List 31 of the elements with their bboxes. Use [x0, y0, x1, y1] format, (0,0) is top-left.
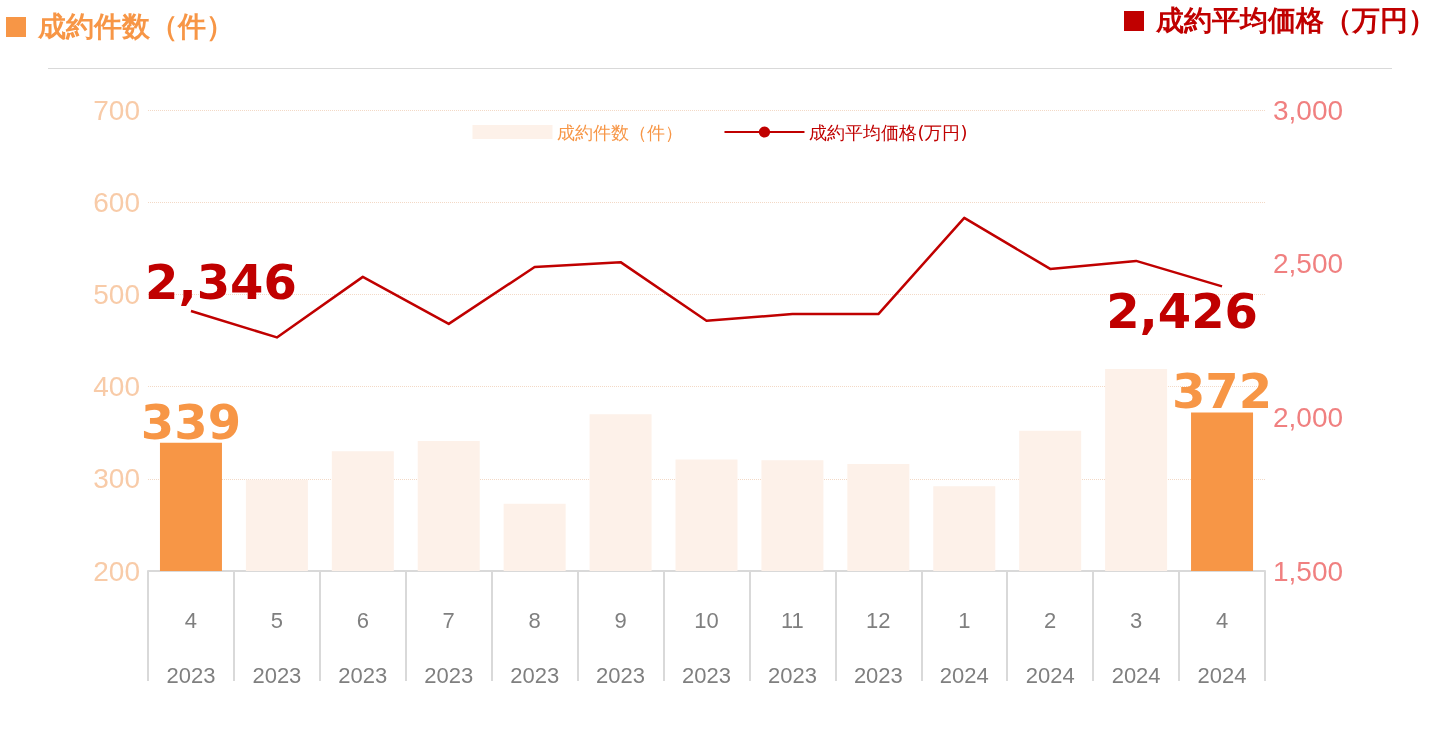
- legend-label: 成約件数（件）: [557, 121, 684, 143]
- category-label: 5 2023: [252, 608, 302, 688]
- y-tick-label: 600: [93, 186, 140, 218]
- category-label: 12 2023: [853, 608, 903, 688]
- y-tick-label: 500: [93, 278, 140, 310]
- y2-tick-label: 2,500: [1273, 248, 1344, 280]
- y-tick-label: 700: [93, 94, 140, 126]
- category-label: 9 2023: [596, 608, 646, 688]
- category-label: 7 2023: [424, 608, 474, 688]
- data-label: 2,346: [145, 254, 297, 310]
- data-label: 339: [140, 393, 242, 450]
- y2-axis-title: 成約平均価格（万円）: [1156, 3, 1436, 39]
- category-label: 6 2023: [338, 608, 388, 688]
- category-label: 1 2024: [939, 608, 989, 688]
- category-label: 10 2023: [682, 608, 731, 688]
- category-label: 3 2024: [1111, 608, 1161, 688]
- y-tick-label: 200: [93, 555, 140, 587]
- y-axis-title: 成約件数（件）: [38, 9, 234, 45]
- data-label: 372: [1171, 363, 1273, 420]
- category-label: 11 2023: [767, 608, 817, 688]
- y2-tick-label: 2,000: [1273, 401, 1344, 433]
- category-label: 2 2024: [1025, 608, 1075, 688]
- legend-label: 成約平均価格(万円): [809, 121, 968, 143]
- category-label: 4 2023: [166, 608, 216, 688]
- y2-tick-label: 1,500: [1273, 555, 1344, 587]
- category-label: 4 2024: [1197, 608, 1247, 688]
- y-tick-label: 400: [93, 371, 140, 403]
- data-label: 2,426: [1106, 283, 1258, 340]
- y2-tick-label: 3,000: [1273, 94, 1344, 126]
- category-label: 8 2023: [510, 608, 560, 688]
- y-tick-label: 300: [93, 463, 140, 495]
